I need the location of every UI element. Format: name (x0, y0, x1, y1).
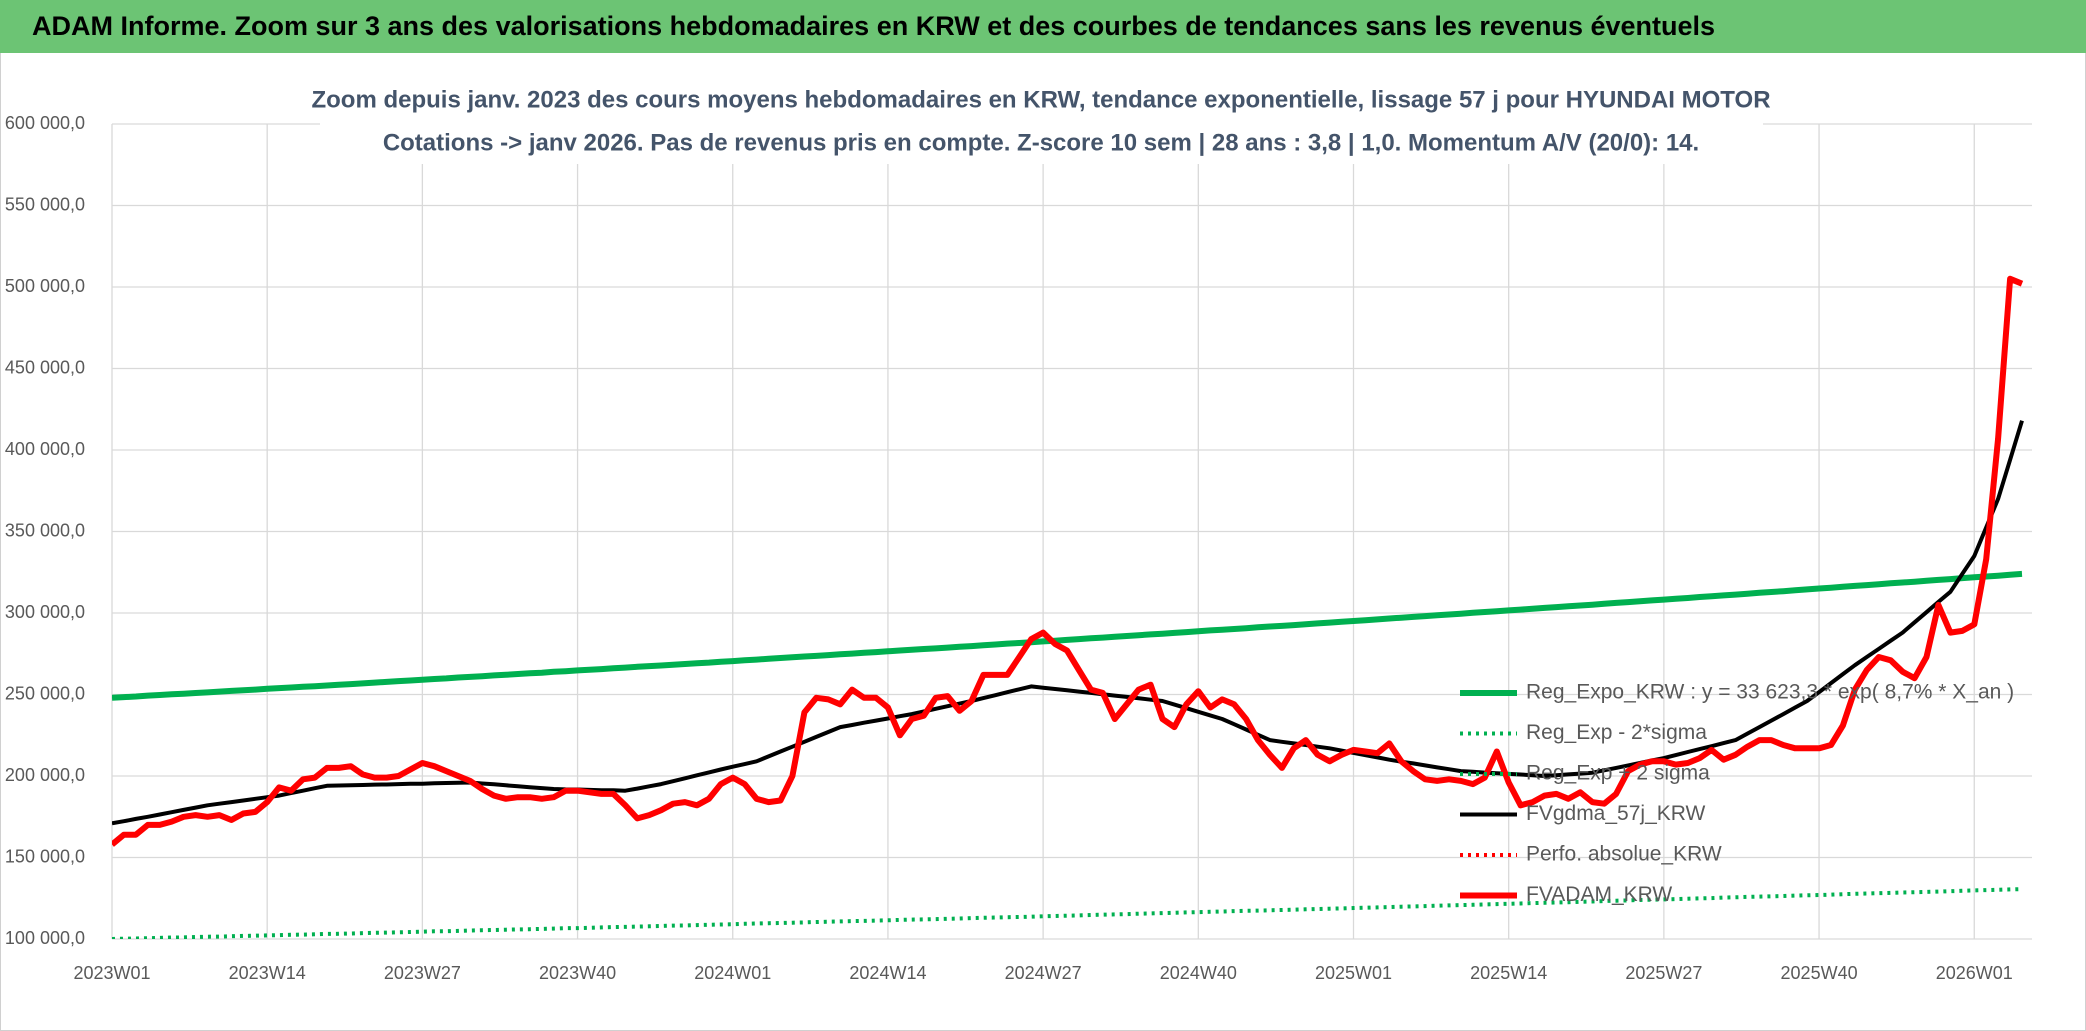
legend-label: Reg_Exp + 2 sigma (1526, 762, 1710, 785)
banner (0, 0, 2086, 53)
title-box (320, 80, 1763, 164)
y-tick-label: 250 000,0 (5, 683, 85, 703)
x-tick-label: 2025W01 (1315, 963, 1392, 983)
legend-label: Reg_Exp - 2*sigma (1526, 721, 1707, 744)
banner-title: ADAM Informe. Zoom sur 3 ans des valoris… (32, 11, 1715, 41)
plot (112, 275, 2024, 939)
y-tick-label: 500 000,0 (5, 276, 85, 296)
x-tick-label: 2023W40 (539, 963, 616, 983)
x-tick-label: 2024W14 (849, 963, 926, 983)
x-tick-label: 2023W01 (73, 963, 150, 983)
series-line (112, 887, 2023, 939)
legend-label: FVADAM_KRW (1526, 883, 1672, 906)
grid (111, 123, 2032, 940)
y-tick-label: 600 000,0 (5, 113, 85, 133)
y-tick-label: 150 000,0 (5, 846, 85, 866)
x-tick-label: 2024W01 (694, 963, 771, 983)
series-line (112, 570, 2023, 701)
y-tick-label: 400 000,0 (5, 439, 85, 459)
x-tick-label: 2023W27 (384, 963, 461, 983)
chart-subtitle: Cotations -> janv 2026. Pas de revenus p… (383, 129, 1699, 156)
series-line (112, 275, 2024, 847)
x-tick-label: 2024W40 (1160, 963, 1237, 983)
x-tick-label: 2025W14 (1470, 963, 1547, 983)
x-tick-label: 2025W40 (1781, 963, 1858, 983)
y-tick-label: 100 000,0 (5, 928, 85, 948)
x-tick-label: 2023W14 (229, 963, 306, 983)
x-tick-label: 2026W01 (1936, 963, 2013, 983)
legend: Reg_Expo_KRW : y = 33 623,3 * exp( 8,7% … (1460, 681, 2014, 906)
x-tick-label: 2024W27 (1005, 963, 1082, 983)
series-line (112, 420, 2024, 826)
legend-label: Reg_Expo_KRW : y = 33 623,3 * exp( 8,7% … (1526, 681, 2014, 704)
x-tick-label: 2025W27 (1625, 963, 1702, 983)
y-tick-label: 450 000,0 (5, 357, 85, 377)
y-tick-label: 550 000,0 (5, 194, 85, 214)
y-tick-label: 300 000,0 (5, 602, 85, 622)
y-tick-label: 200 000,0 (5, 765, 85, 785)
chart-title: Zoom depuis janv. 2023 des cours moyens … (311, 86, 1770, 113)
legend-label: Perfo. absolue_KRW (1526, 843, 1722, 866)
y-tick-label: 350 000,0 (5, 520, 85, 540)
legend-label: FVgdma_57j_KRW (1526, 802, 1706, 825)
